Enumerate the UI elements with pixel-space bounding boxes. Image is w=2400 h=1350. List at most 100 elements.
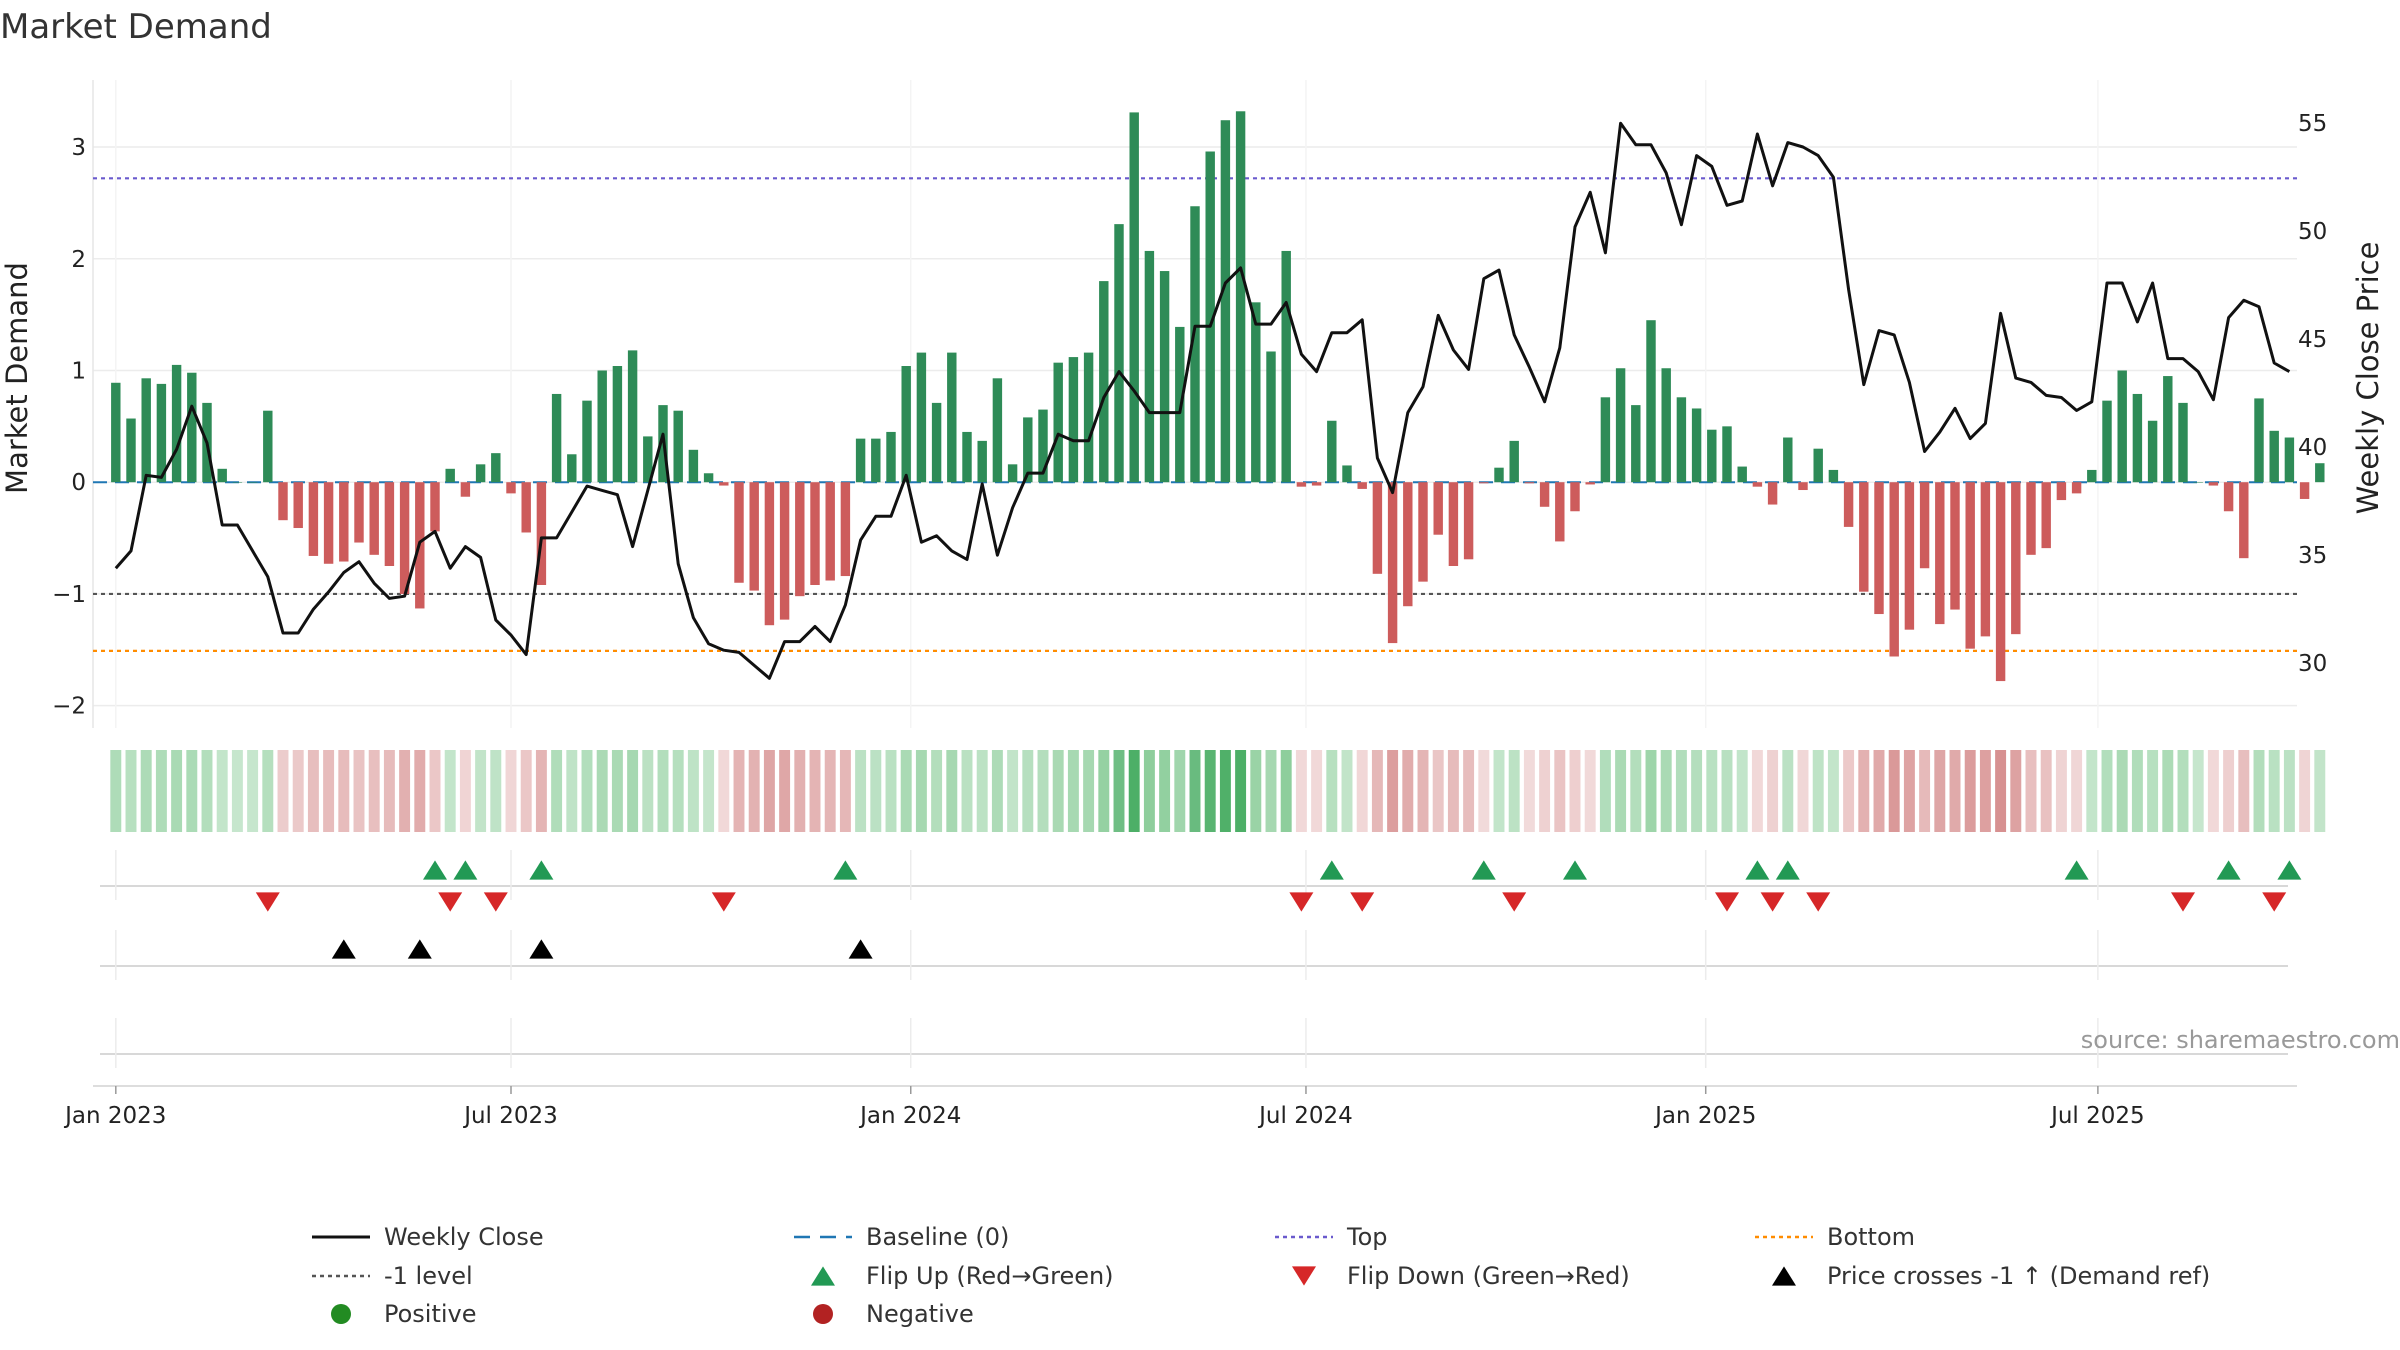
legend-item-price-cross: Price crosses -1 ↑ (Demand ref)	[1772, 1262, 2210, 1290]
flip-down-marker-4	[1289, 892, 1314, 912]
heat-cell-141	[2253, 750, 2265, 832]
heat-cell-71	[1189, 750, 1201, 832]
heat-cell-145	[2314, 750, 2326, 832]
demand-bar-139	[2223, 482, 2234, 512]
flip-up-marker-5	[1471, 860, 1496, 880]
flip-up-marker-3	[833, 860, 858, 880]
demand-bars	[111, 111, 2325, 682]
heat-cell-48	[839, 750, 851, 832]
demand-bar-68	[1144, 250, 1155, 483]
heat-cell-9	[247, 750, 259, 832]
heat-cell-26	[505, 750, 517, 832]
demand-bar-69	[1159, 271, 1170, 483]
heat-cell-94	[1539, 750, 1551, 832]
heat-cell-37	[672, 750, 684, 832]
demand-bar-3	[156, 383, 167, 483]
demand-bar-51	[886, 431, 896, 483]
y-tick-left-1: −1	[52, 582, 86, 608]
demand-bar-135	[2163, 376, 2173, 483]
heat-cell-101	[1645, 750, 1657, 832]
heat-cell-142	[2268, 750, 2280, 832]
legend-label-flip-down: Flip Down (Green→Red)	[1347, 1262, 1630, 1290]
heat-cell-28	[535, 750, 547, 832]
heat-cell-16	[353, 750, 365, 832]
demand-bar-41	[734, 482, 744, 583]
heat-cell-50	[870, 750, 882, 832]
demand-bar-117	[1889, 482, 1899, 657]
demand-bar-145	[2315, 463, 2325, 483]
y-tick-right-4: 50	[2298, 219, 2327, 245]
legend-label-baseline: Baseline (0)	[866, 1223, 1009, 1251]
demand-bar-30	[567, 454, 577, 483]
heat-cell-73	[1219, 750, 1231, 832]
demand-bar-98	[1600, 397, 1611, 483]
demand-bar-56	[962, 431, 972, 483]
flip-up-marker-7	[1745, 860, 1770, 880]
demand-bar-7	[217, 468, 227, 483]
heat-cell-6	[201, 750, 213, 832]
heat-cell-43	[763, 750, 775, 832]
demand-bar-59	[1007, 464, 1018, 483]
heat-cell-36	[657, 750, 669, 832]
demand-bar-122	[1965, 482, 1975, 649]
legend-item-negative: Negative	[813, 1300, 974, 1328]
legend-swatch	[1292, 1266, 1316, 1286]
heat-cell-52	[900, 750, 912, 832]
heat-cell-143	[2283, 750, 2295, 832]
demand-bar-62	[1053, 362, 1063, 483]
heat-cell-41	[733, 750, 745, 832]
y-tick-right-1: 35	[2298, 543, 2327, 569]
heat-cell-51	[885, 750, 897, 832]
heat-cell-99	[1615, 750, 1627, 832]
heat-cell-118	[1903, 750, 1915, 832]
heat-cell-55	[946, 750, 958, 832]
demand-bar-52	[901, 366, 911, 483]
demand-bar-66	[1114, 224, 1124, 483]
demand-bar-87	[1433, 482, 1443, 535]
flip-down-marker-3	[711, 892, 736, 912]
demand-bar-80	[1327, 420, 1337, 483]
demand-bar-4	[171, 364, 182, 483]
heat-cell-8	[231, 750, 243, 832]
demand-bar-71	[1190, 206, 1200, 483]
demand-bar-16	[354, 482, 364, 543]
demand-bar-47	[825, 482, 835, 581]
legend-swatch	[331, 1304, 351, 1324]
heat-cell-76	[1265, 750, 1277, 832]
heat-cell-121	[1949, 750, 1961, 832]
flip-down-marker-5	[1350, 892, 1375, 912]
legend-item-flip-up: Flip Up (Red→Green)	[811, 1262, 1114, 1290]
y-tick-left-2: 0	[71, 470, 86, 496]
heat-cell-7	[216, 750, 228, 832]
heat-cell-22	[444, 750, 456, 832]
demand-bar-123	[1980, 482, 1991, 637]
heat-cell-115	[1858, 750, 1870, 832]
demand-bar-1	[126, 418, 136, 483]
demand-bar-27	[521, 482, 531, 533]
source-note: source: sharemaestro.com	[2081, 1026, 2400, 1054]
heat-cell-108	[1751, 750, 1763, 832]
heat-cell-2	[140, 750, 152, 832]
demand-bar-54	[931, 402, 942, 483]
demand-bar-21	[430, 482, 440, 532]
heat-cell-40	[718, 750, 730, 832]
y-tick-left-5: 3	[71, 135, 86, 161]
y-tick-left-0: −2	[52, 694, 86, 720]
legend-label-minus-one: -1 level	[384, 1262, 473, 1290]
x-tick-label-0: Jan 2023	[63, 1103, 166, 1129]
flip-up-marker-11	[2277, 860, 2302, 880]
heat-cell-20	[414, 750, 426, 832]
price-cross-marker-0	[331, 939, 356, 959]
legend-swatch	[1772, 1266, 1796, 1286]
demand-bar-130	[2087, 469, 2097, 483]
demand-bar-100	[1631, 405, 1641, 483]
demand-bar-102	[1661, 368, 1671, 483]
heat-cell-109	[1767, 750, 1779, 832]
demand-bar-115	[1859, 482, 1869, 592]
demand-bar-11	[278, 482, 288, 521]
demand-bar-142	[2269, 430, 2279, 483]
flip-down-marker-9	[1806, 892, 1831, 912]
demand-bar-10	[263, 410, 273, 483]
demand-bar-136	[2178, 402, 2188, 483]
